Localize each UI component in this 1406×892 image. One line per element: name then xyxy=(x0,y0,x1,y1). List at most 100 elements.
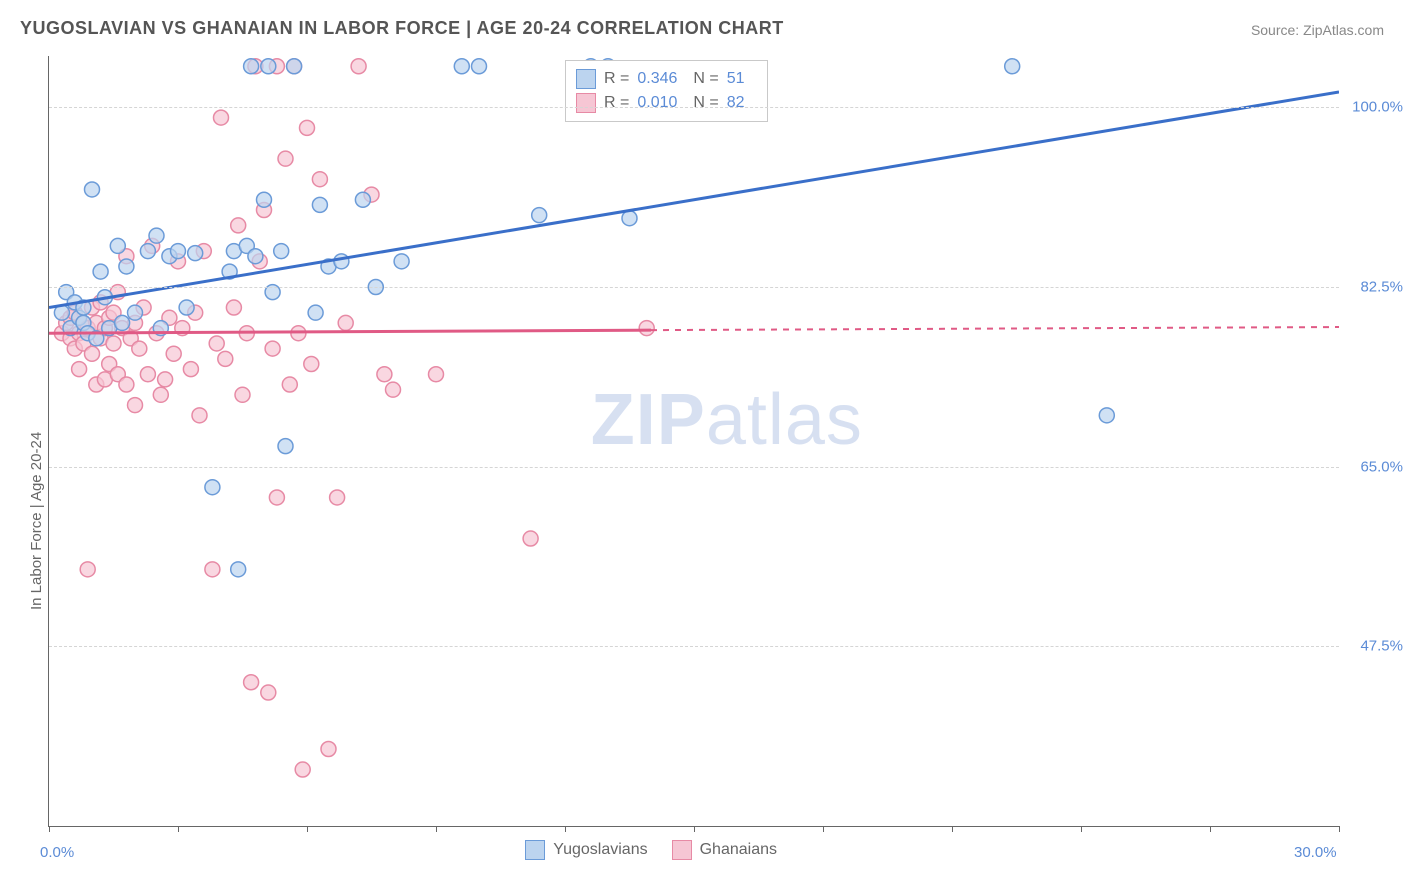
scatter-point-b xyxy=(300,120,315,135)
scatter-point-b xyxy=(235,387,250,402)
scatter-point-b xyxy=(80,562,95,577)
y-axis-label: In Labor Force | Age 20-24 xyxy=(28,432,45,610)
legend-n-value: 82 xyxy=(727,91,755,115)
scatter-point-a xyxy=(171,244,186,259)
scatter-point-a xyxy=(308,305,323,320)
series-legend-item: Yugoslavians xyxy=(525,840,647,860)
legend-row: R = 0.346 N = 51 xyxy=(576,67,755,91)
scatter-point-a xyxy=(622,211,637,226)
scatter-point-a xyxy=(257,192,272,207)
scatter-point-b xyxy=(205,562,220,577)
scatter-point-a xyxy=(231,562,246,577)
gridline xyxy=(49,646,1339,647)
series-legend-item: Ghanaians xyxy=(672,840,777,860)
scatter-point-a xyxy=(287,59,302,74)
scatter-point-a xyxy=(85,182,100,197)
scatter-point-b xyxy=(295,762,310,777)
scatter-point-b xyxy=(377,367,392,382)
scatter-point-b xyxy=(338,315,353,330)
x-axis-max-label: 30.0% xyxy=(1294,844,1337,861)
x-tick-mark xyxy=(436,826,437,832)
x-tick-mark xyxy=(178,826,179,832)
series-legend-label: Ghanaians xyxy=(700,841,777,859)
correlation-legend: R = 0.346 N = 51 R = 0.010 N = 82 xyxy=(565,60,768,122)
legend-swatch xyxy=(576,93,596,113)
x-tick-mark xyxy=(1081,826,1082,832)
scatter-point-a xyxy=(532,208,547,223)
x-tick-mark xyxy=(823,826,824,832)
scatter-point-b xyxy=(153,387,168,402)
scatter-point-b xyxy=(351,59,366,74)
legend-r-label: R = xyxy=(604,67,629,91)
scatter-point-a xyxy=(140,244,155,259)
scatter-point-a xyxy=(1099,408,1114,423)
gridline xyxy=(49,467,1339,468)
scatter-point-b xyxy=(321,742,336,757)
scatter-point-b xyxy=(429,367,444,382)
scatter-point-a xyxy=(472,59,487,74)
chart-svg xyxy=(49,56,1339,826)
x-tick-mark xyxy=(565,826,566,832)
scatter-point-a xyxy=(261,59,276,74)
scatter-point-a xyxy=(278,439,293,454)
scatter-point-a xyxy=(244,59,259,74)
x-axis-min-label: 0.0% xyxy=(40,844,74,861)
legend-n-value: 51 xyxy=(727,67,755,91)
scatter-point-b xyxy=(183,362,198,377)
gridline xyxy=(49,107,1339,108)
scatter-point-b xyxy=(140,367,155,382)
x-tick-mark xyxy=(694,826,695,832)
scatter-point-a xyxy=(188,246,203,261)
scatter-point-a xyxy=(334,254,349,269)
scatter-point-b xyxy=(132,341,147,356)
regression-line-a xyxy=(49,92,1339,308)
source-label: Source: ZipAtlas.com xyxy=(1251,22,1384,38)
scatter-point-a xyxy=(149,228,164,243)
scatter-point-b xyxy=(106,336,121,351)
scatter-point-b xyxy=(261,685,276,700)
scatter-point-b xyxy=(639,321,654,336)
scatter-point-b xyxy=(282,377,297,392)
legend-n-label: N = xyxy=(693,91,718,115)
scatter-point-a xyxy=(119,259,134,274)
scatter-point-a xyxy=(312,197,327,212)
scatter-point-b xyxy=(304,357,319,372)
chart-title: YUGOSLAVIAN VS GHANAIAN IN LABOR FORCE |… xyxy=(20,18,784,39)
scatter-point-a xyxy=(115,315,130,330)
series-legend: Yugoslavians Ghanaians xyxy=(525,840,777,860)
scatter-point-b xyxy=(244,675,259,690)
scatter-point-b xyxy=(231,218,246,233)
scatter-point-b xyxy=(214,110,229,125)
scatter-point-a xyxy=(110,238,125,253)
x-tick-mark xyxy=(1210,826,1211,832)
scatter-point-b xyxy=(312,172,327,187)
scatter-point-b xyxy=(386,382,401,397)
scatter-point-b xyxy=(523,531,538,546)
x-tick-mark xyxy=(307,826,308,832)
legend-swatch xyxy=(525,840,545,860)
legend-n-label: N = xyxy=(693,67,718,91)
scatter-point-a xyxy=(128,305,143,320)
scatter-point-b xyxy=(265,341,280,356)
scatter-point-b xyxy=(192,408,207,423)
scatter-point-a xyxy=(248,249,263,264)
scatter-point-a xyxy=(394,254,409,269)
series-legend-label: Yugoslavians xyxy=(553,841,647,859)
legend-swatch xyxy=(576,69,596,89)
legend-r-value: 0.346 xyxy=(637,67,685,91)
scatter-point-b xyxy=(119,377,134,392)
x-tick-mark xyxy=(1339,826,1340,832)
chart-container: YUGOSLAVIAN VS GHANAIAN IN LABOR FORCE |… xyxy=(0,0,1406,892)
legend-r-label: R = xyxy=(604,91,629,115)
scatter-point-b xyxy=(269,490,284,505)
scatter-point-b xyxy=(218,351,233,366)
scatter-point-b xyxy=(158,372,173,387)
scatter-point-b xyxy=(72,362,87,377)
scatter-point-b xyxy=(85,346,100,361)
y-tick-label: 82.5% xyxy=(1360,279,1403,296)
x-tick-mark xyxy=(49,826,50,832)
scatter-point-a xyxy=(93,264,108,279)
legend-r-value: 0.010 xyxy=(637,91,685,115)
legend-row: R = 0.010 N = 82 xyxy=(576,91,755,115)
regression-line-b-dash xyxy=(651,327,1339,330)
